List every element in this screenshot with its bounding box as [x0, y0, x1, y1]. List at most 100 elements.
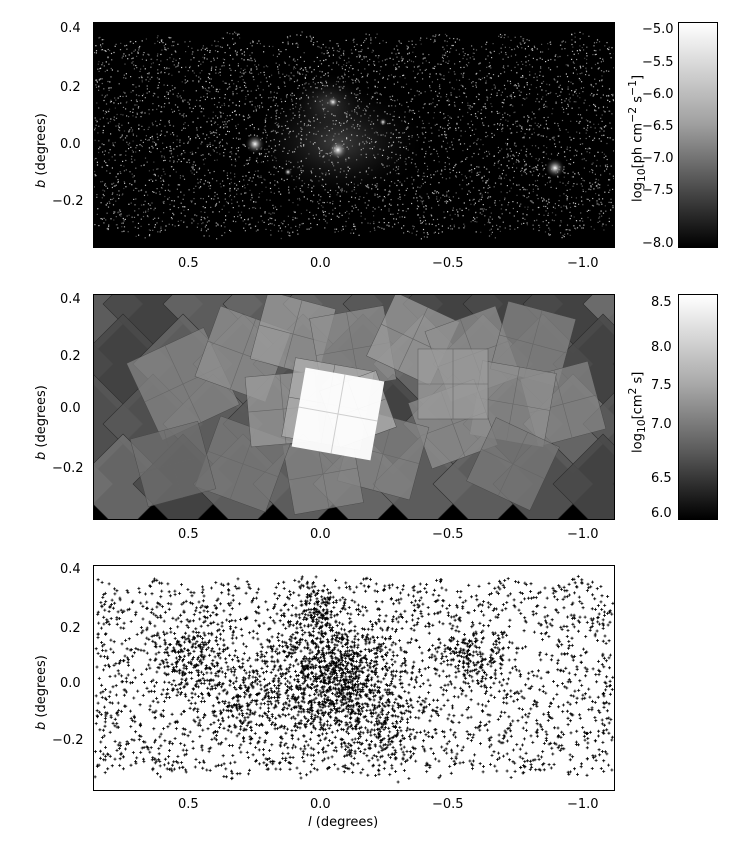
noise-pixel [226, 88, 228, 90]
noise-pixel [596, 201, 598, 203]
noise-pixel [485, 150, 488, 152]
noise-pixel [606, 42, 608, 44]
noise-pixel [200, 126, 202, 128]
noise-pixel [474, 220, 476, 223]
noise-pixel [581, 143, 583, 145]
noise-pixel [598, 212, 600, 215]
noise-pixel [263, 74, 266, 76]
noise-pixel [198, 187, 200, 189]
noise-pixel [238, 105, 240, 107]
noise-pixel [417, 214, 419, 216]
noise-pixel [507, 204, 509, 206]
noise-pixel [554, 143, 556, 145]
noise-pixel [524, 188, 526, 191]
noise-pixel [558, 200, 560, 202]
noise-pixel [375, 37, 377, 39]
noise-pixel [137, 107, 139, 109]
noise-pixel [526, 208, 529, 210]
noise-pixel [154, 42, 156, 45]
noise-pixel [431, 223, 433, 225]
noise-pixel [223, 102, 225, 105]
noise-pixel [608, 217, 610, 219]
noise-pixel [581, 47, 583, 49]
noise-pixel [485, 180, 487, 182]
noise-pixel [428, 223, 430, 225]
noise-pixel [489, 51, 491, 53]
noise-pixel [434, 40, 436, 42]
noise-pixel [397, 222, 399, 224]
noise-pixel [155, 144, 157, 146]
noise-pixel [312, 36, 314, 38]
noise-pixel [140, 165, 142, 167]
noise-pixel [276, 92, 278, 94]
noise-pixel [148, 223, 150, 226]
noise-pixel [485, 209, 487, 211]
noise-pixel [448, 163, 450, 165]
noise-pixel [398, 66, 400, 68]
noise-pixel [227, 177, 229, 180]
noise-pixel [210, 198, 213, 200]
noise-pixel [296, 229, 298, 231]
noise-pixel [459, 184, 461, 186]
noise-pixel [310, 40, 312, 42]
noise-pixel [179, 139, 181, 141]
noise-pixel [214, 140, 216, 142]
noise-pixel [258, 193, 261, 195]
noise-pixel [231, 164, 233, 166]
noise-pixel [308, 218, 310, 220]
noise-pixel [487, 97, 489, 99]
noise-pixel [498, 89, 500, 91]
noise-pixel [208, 87, 210, 89]
noise-pixel [489, 222, 491, 224]
noise-pixel [569, 101, 571, 103]
source-marker [513, 761, 517, 765]
noise-pixel [152, 229, 154, 231]
noise-pixel [514, 122, 517, 124]
noise-pixel [148, 139, 150, 141]
noise-pixel [503, 157, 505, 159]
noise-pixel [96, 161, 98, 163]
source-marker [433, 654, 437, 658]
noise-pixel [592, 54, 594, 56]
noise-pixel [561, 88, 563, 90]
noise-pixel [523, 145, 525, 147]
noise-pixel [354, 228, 357, 230]
noise-pixel [209, 131, 211, 133]
source-marker [497, 751, 501, 755]
noise-pixel [509, 190, 511, 192]
noise-pixel [501, 213, 503, 215]
noise-pixel [543, 106, 545, 108]
noise-pixel [442, 54, 444, 56]
noise-pixel [173, 58, 175, 60]
noise-pixel [423, 232, 425, 234]
noise-pixel [187, 101, 189, 103]
noise-pixel [407, 60, 409, 63]
noise-pixel [121, 57, 123, 59]
noise-pixel [493, 155, 495, 157]
noise-pixel [497, 123, 499, 125]
noise-pixel [542, 221, 544, 223]
noise-pixel [466, 65, 468, 67]
noise-pixel [527, 45, 529, 47]
noise-pixel [328, 47, 330, 49]
noise-pixel [238, 138, 240, 140]
noise-pixel [133, 84, 135, 86]
noise-pixel [225, 219, 227, 221]
noise-pixel [456, 209, 458, 211]
noise-pixel [571, 43, 573, 46]
source-marker [557, 638, 561, 642]
noise-pixel [151, 76, 153, 78]
source-marker [496, 650, 500, 654]
noise-pixel [445, 137, 447, 139]
noise-pixel [133, 50, 135, 52]
source-marker [345, 645, 349, 649]
noise-pixel [574, 227, 576, 229]
noise-pixel [469, 108, 471, 110]
noise-pixel [606, 142, 608, 145]
noise-pixel [110, 133, 112, 135]
noise-pixel [103, 65, 105, 67]
noise-pixel [501, 106, 504, 108]
noise-pixel [187, 209, 189, 211]
noise-pixel [453, 71, 455, 73]
noise-pixel [166, 131, 168, 133]
